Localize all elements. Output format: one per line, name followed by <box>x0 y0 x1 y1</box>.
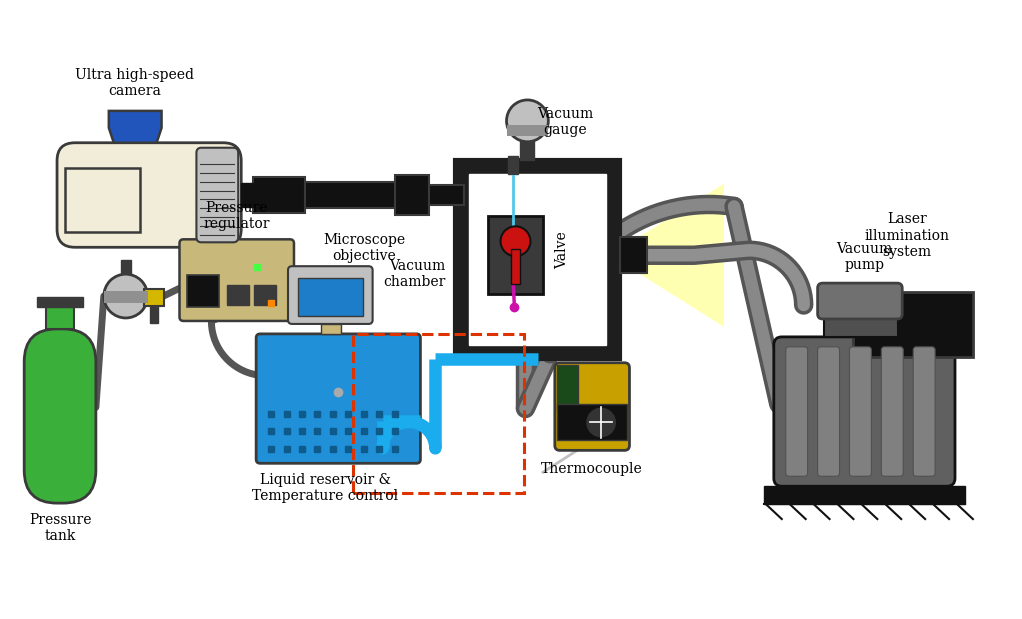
FancyBboxPatch shape <box>619 237 647 273</box>
FancyBboxPatch shape <box>489 217 543 294</box>
FancyBboxPatch shape <box>507 125 549 136</box>
FancyBboxPatch shape <box>849 347 872 476</box>
FancyBboxPatch shape <box>288 266 373 324</box>
FancyBboxPatch shape <box>469 173 606 345</box>
FancyBboxPatch shape <box>196 148 238 242</box>
FancyBboxPatch shape <box>121 260 131 274</box>
FancyBboxPatch shape <box>818 283 902 319</box>
Text: Laser
illumination
system: Laser illumination system <box>865 212 949 259</box>
FancyBboxPatch shape <box>144 289 164 306</box>
FancyBboxPatch shape <box>25 329 96 503</box>
FancyBboxPatch shape <box>455 160 619 359</box>
FancyBboxPatch shape <box>257 334 420 463</box>
Circle shape <box>104 274 147 318</box>
FancyBboxPatch shape <box>253 177 305 213</box>
Text: Pressure
regulator: Pressure regulator <box>203 201 270 232</box>
FancyBboxPatch shape <box>786 347 807 476</box>
FancyBboxPatch shape <box>254 285 276 305</box>
Text: Pressure
tank: Pressure tank <box>29 513 91 543</box>
Polygon shape <box>108 111 161 143</box>
Text: Ultra high-speed
camera: Ultra high-speed camera <box>75 67 194 98</box>
FancyBboxPatch shape <box>555 363 630 451</box>
Text: Liquid reservoir &
Temperature control: Liquid reservoir & Temperature control <box>252 474 399 503</box>
FancyBboxPatch shape <box>65 168 140 232</box>
FancyBboxPatch shape <box>818 347 839 476</box>
Text: Vacuum
pump: Vacuum pump <box>836 242 892 272</box>
Polygon shape <box>619 184 724 327</box>
FancyBboxPatch shape <box>511 249 520 284</box>
FancyBboxPatch shape <box>508 156 518 173</box>
FancyBboxPatch shape <box>557 404 628 440</box>
FancyBboxPatch shape <box>104 291 147 303</box>
Text: Vacuum
gauge: Vacuum gauge <box>538 106 594 137</box>
FancyBboxPatch shape <box>227 285 249 305</box>
Text: Microscope
objective: Microscope objective <box>323 233 406 263</box>
Text: Thermocouple: Thermocouple <box>542 462 643 476</box>
FancyBboxPatch shape <box>914 347 935 476</box>
FancyBboxPatch shape <box>37 297 83 307</box>
Circle shape <box>507 100 549 142</box>
FancyBboxPatch shape <box>774 337 955 486</box>
FancyBboxPatch shape <box>824 315 898 337</box>
Circle shape <box>586 407 617 438</box>
FancyBboxPatch shape <box>46 307 75 329</box>
FancyBboxPatch shape <box>321 324 340 334</box>
Circle shape <box>501 227 530 256</box>
FancyBboxPatch shape <box>520 140 535 160</box>
FancyBboxPatch shape <box>394 175 429 215</box>
FancyBboxPatch shape <box>881 347 903 476</box>
FancyBboxPatch shape <box>241 183 253 207</box>
FancyBboxPatch shape <box>149 306 157 323</box>
FancyBboxPatch shape <box>853 292 973 357</box>
FancyBboxPatch shape <box>763 486 965 504</box>
FancyBboxPatch shape <box>180 240 294 321</box>
Text: Vacuum
chamber: Vacuum chamber <box>383 259 446 289</box>
FancyBboxPatch shape <box>429 185 464 205</box>
Text: Valve: Valve <box>555 232 569 269</box>
FancyBboxPatch shape <box>557 365 577 411</box>
FancyBboxPatch shape <box>298 278 363 316</box>
FancyBboxPatch shape <box>187 275 220 307</box>
FancyBboxPatch shape <box>305 182 394 208</box>
FancyBboxPatch shape <box>57 143 241 247</box>
